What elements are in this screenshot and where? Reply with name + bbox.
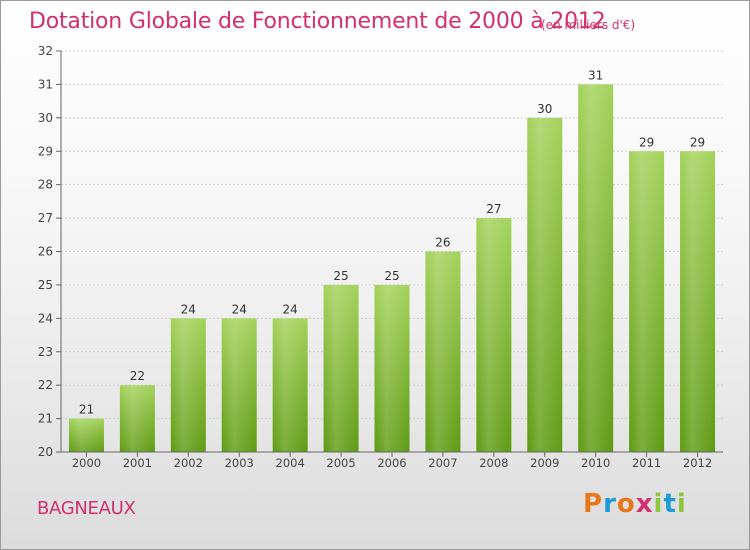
x-tick-label: 2007 bbox=[428, 456, 457, 470]
y-tick-label: 20 bbox=[38, 445, 53, 459]
bar-highlight bbox=[272, 318, 308, 452]
logo-letter: t bbox=[663, 489, 677, 519]
x-tick-label: 2008 bbox=[479, 456, 508, 470]
logo-letter: P bbox=[583, 489, 604, 519]
y-tick-label: 23 bbox=[38, 345, 53, 359]
logo-letter: i bbox=[676, 489, 687, 519]
bar-value-label: 26 bbox=[435, 236, 450, 250]
bar-highlight bbox=[221, 318, 257, 452]
chart-title: Dotation Globale de Fonctionnement de 20… bbox=[29, 9, 606, 34]
bar-highlight bbox=[527, 117, 563, 452]
bar-value-label: 22 bbox=[130, 369, 145, 383]
logo-letter: o bbox=[616, 489, 636, 519]
bar-value-label: 27 bbox=[486, 202, 501, 216]
bar-highlight bbox=[374, 284, 410, 452]
bar-highlight bbox=[578, 84, 614, 453]
bar-highlight bbox=[68, 418, 104, 452]
y-tick-label: 21 bbox=[38, 412, 53, 426]
x-tick-label: 2011 bbox=[632, 456, 661, 470]
logo-letter: x bbox=[635, 489, 654, 519]
bar-value-label: 24 bbox=[283, 302, 298, 316]
y-tick-label: 25 bbox=[38, 278, 53, 292]
bar-value-label: 29 bbox=[639, 135, 654, 149]
bar-value-label: 21 bbox=[79, 403, 94, 417]
bar-value-label: 31 bbox=[588, 68, 603, 82]
commune-name: BAGNEAUX bbox=[37, 498, 136, 519]
bar-value-label: 29 bbox=[690, 135, 705, 149]
y-tick-label: 31 bbox=[38, 77, 53, 91]
bar-highlight bbox=[170, 318, 206, 452]
y-tick-label: 22 bbox=[38, 378, 53, 392]
proxiti-logo: Proxiti bbox=[583, 489, 687, 519]
y-tick-label: 29 bbox=[38, 144, 53, 158]
y-tick-label: 28 bbox=[38, 178, 53, 192]
y-tick-label: 27 bbox=[38, 211, 53, 225]
bar-value-label: 25 bbox=[333, 269, 348, 283]
bar-highlight bbox=[680, 151, 716, 452]
bar-highlight bbox=[323, 284, 359, 452]
x-tick-label: 2004 bbox=[276, 456, 305, 470]
bar-highlight bbox=[425, 251, 461, 452]
bar-value-label: 30 bbox=[537, 102, 552, 116]
x-tick-label: 2006 bbox=[377, 456, 406, 470]
y-tick-label: 26 bbox=[38, 245, 53, 259]
x-tick-label: 2003 bbox=[225, 456, 254, 470]
bar-highlight bbox=[629, 151, 665, 452]
y-tick-label: 30 bbox=[38, 111, 53, 125]
bar-value-label: 24 bbox=[181, 302, 196, 316]
x-tick-label: 2001 bbox=[123, 456, 152, 470]
y-tick-label: 32 bbox=[38, 44, 53, 58]
bar-value-label: 24 bbox=[232, 302, 247, 316]
x-tick-label: 2012 bbox=[683, 456, 712, 470]
bar-highlight bbox=[476, 218, 512, 452]
x-tick-label: 2010 bbox=[581, 456, 610, 470]
x-tick-label: 2009 bbox=[530, 456, 559, 470]
x-tick-label: 2005 bbox=[326, 456, 355, 470]
bar-highlight bbox=[119, 385, 155, 452]
x-tick-label: 2002 bbox=[174, 456, 203, 470]
chart-unit-subtitle: (en milliers d'€) bbox=[541, 18, 636, 32]
bar-value-label: 25 bbox=[384, 269, 399, 283]
logo-letter: r bbox=[603, 489, 617, 519]
logo-letter: i bbox=[653, 489, 664, 519]
x-tick-label: 2000 bbox=[72, 456, 101, 470]
y-tick-label: 24 bbox=[38, 311, 53, 325]
